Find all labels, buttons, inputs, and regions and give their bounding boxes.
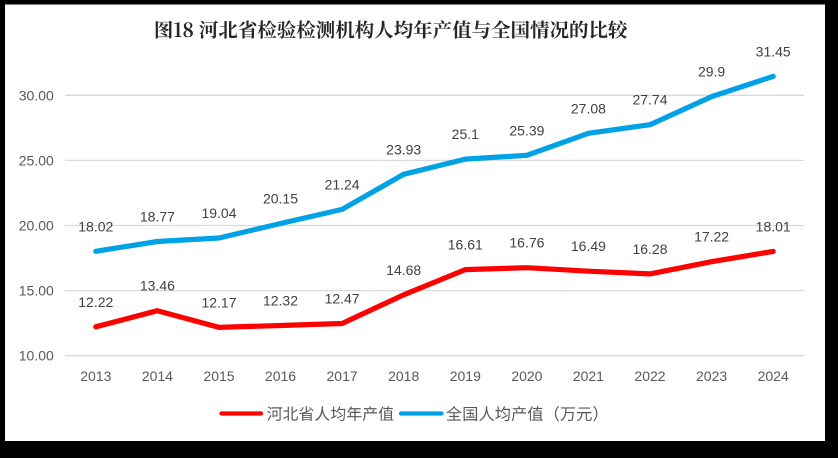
svg-text:27.08: 27.08 (571, 100, 606, 116)
svg-text:20.00: 20.00 (19, 218, 54, 234)
svg-text:25.1: 25.1 (452, 126, 479, 142)
svg-text:16.28: 16.28 (632, 241, 667, 257)
svg-text:30.00: 30.00 (19, 87, 54, 103)
svg-text:16.76: 16.76 (509, 235, 544, 251)
svg-text:14.68: 14.68 (386, 262, 421, 278)
svg-text:2017: 2017 (327, 368, 358, 384)
svg-text:2024: 2024 (758, 368, 789, 384)
svg-text:2013: 2013 (80, 368, 111, 384)
svg-text:10.00: 10.00 (19, 348, 54, 364)
svg-text:18.01: 18.01 (756, 218, 791, 234)
svg-text:12.47: 12.47 (325, 291, 360, 307)
svg-text:25.39: 25.39 (509, 122, 544, 138)
svg-text:29.9: 29.9 (698, 64, 725, 80)
svg-text:12.17: 12.17 (201, 294, 236, 310)
svg-text:12.22: 12.22 (78, 294, 113, 310)
svg-text:2015: 2015 (203, 368, 234, 384)
svg-text:2019: 2019 (450, 368, 481, 384)
svg-text:20.15: 20.15 (263, 191, 298, 207)
svg-text:2022: 2022 (634, 368, 665, 384)
svg-text:18.02: 18.02 (78, 218, 113, 234)
svg-text:2020: 2020 (511, 368, 542, 384)
svg-text:15.00: 15.00 (19, 283, 54, 299)
svg-text:2014: 2014 (142, 368, 173, 384)
svg-text:18.77: 18.77 (140, 209, 175, 225)
svg-text:12.32: 12.32 (263, 293, 298, 309)
svg-text:27.74: 27.74 (632, 92, 667, 108)
svg-text:2021: 2021 (573, 368, 604, 384)
svg-text:2023: 2023 (696, 368, 727, 384)
svg-text:23.93: 23.93 (386, 141, 421, 157)
svg-text:2016: 2016 (265, 368, 296, 384)
svg-text:21.24: 21.24 (325, 176, 360, 192)
svg-text:17.22: 17.22 (694, 229, 729, 245)
svg-text:25.00: 25.00 (19, 152, 54, 168)
svg-text:31.45: 31.45 (756, 43, 791, 59)
svg-text:16.61: 16.61 (448, 237, 483, 253)
svg-text:2018: 2018 (388, 368, 419, 384)
svg-text:16.49: 16.49 (571, 238, 606, 254)
svg-text:19.04: 19.04 (201, 205, 236, 221)
svg-text:13.46: 13.46 (140, 278, 175, 294)
